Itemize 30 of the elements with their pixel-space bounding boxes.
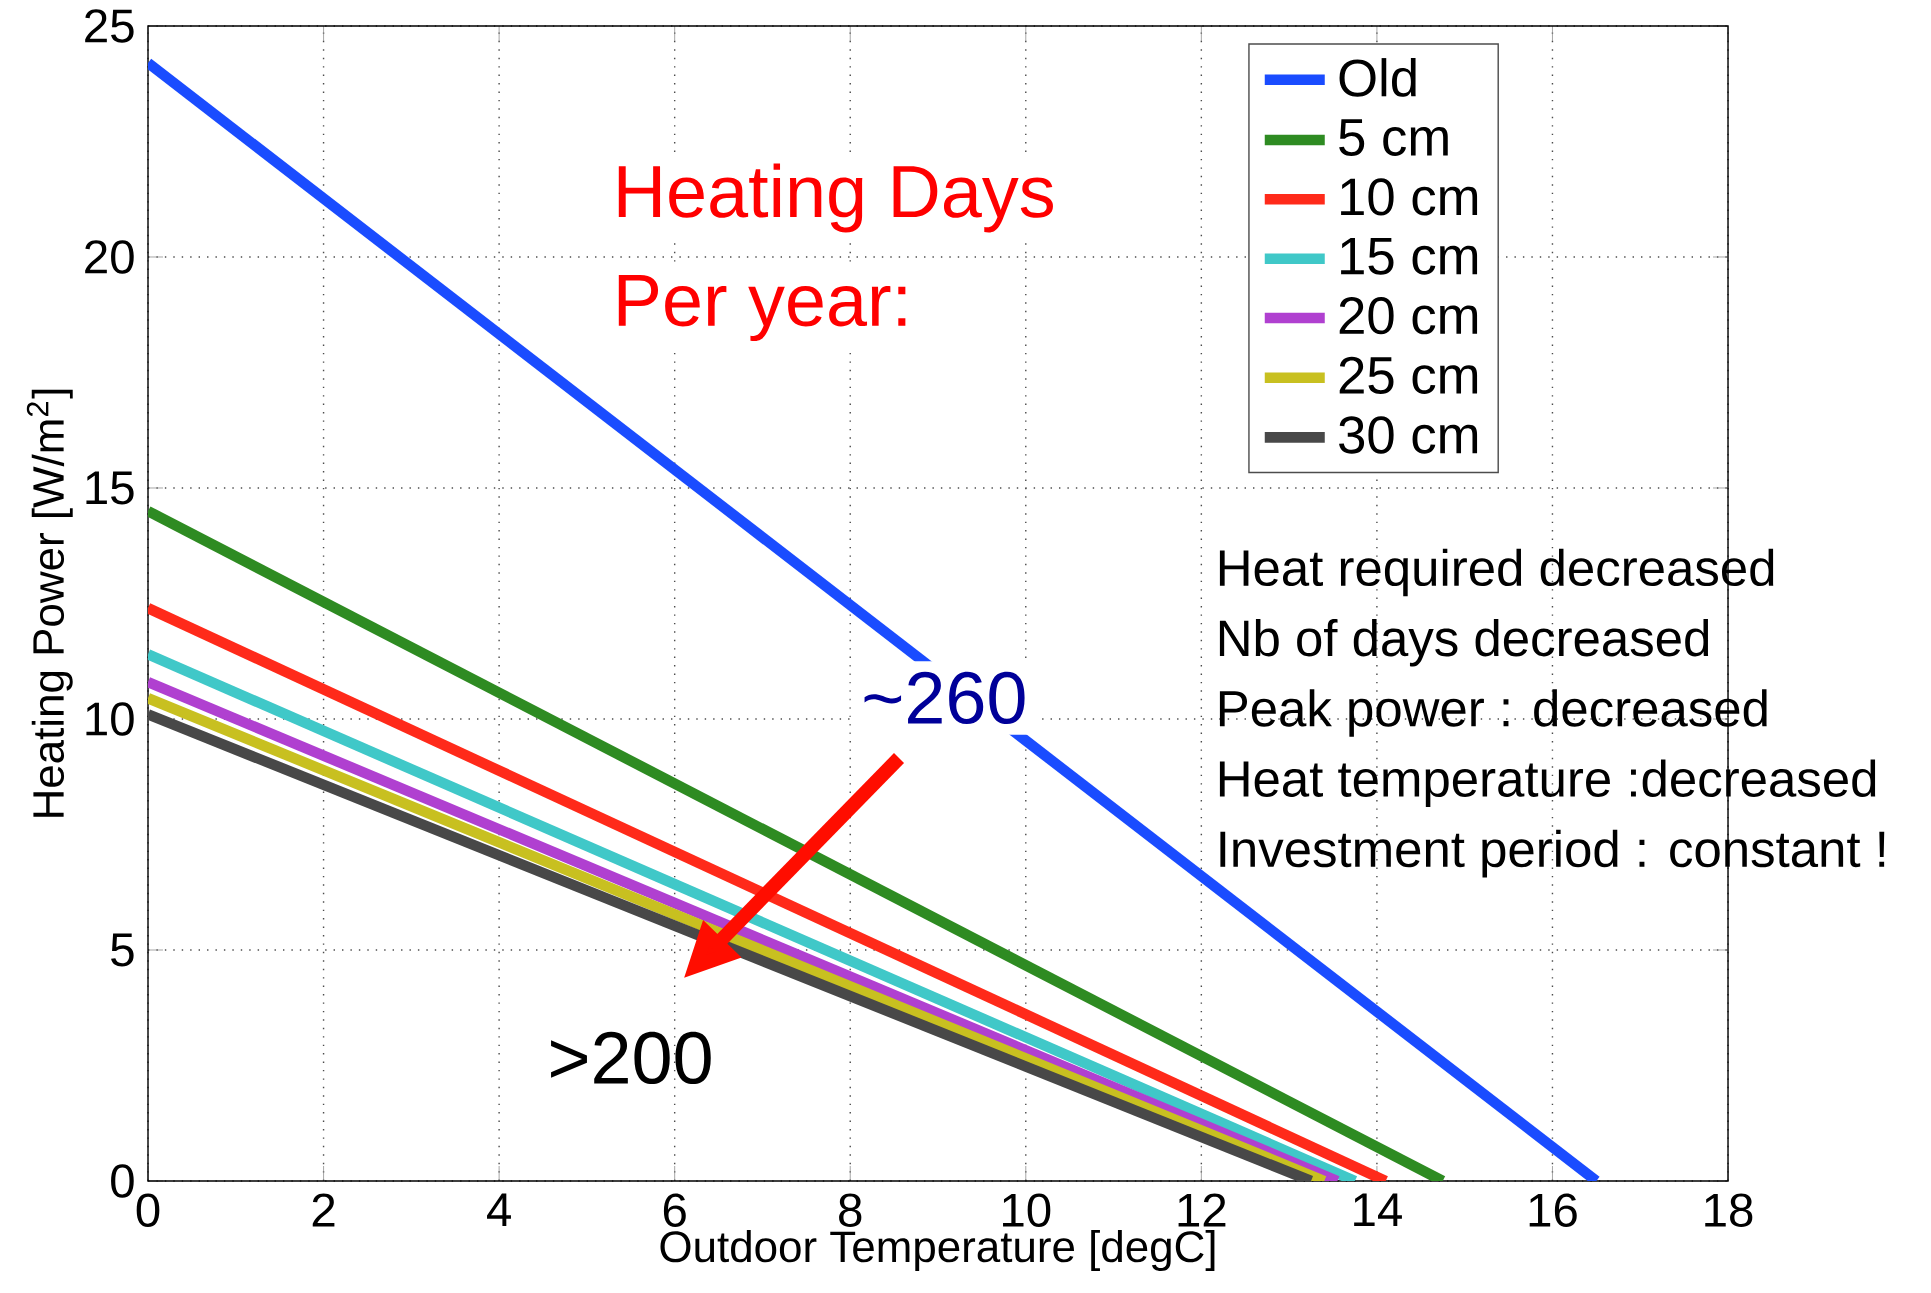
- x-tick-label: 0: [136, 1193, 160, 1227]
- y-tick-label: 25: [85, 9, 134, 43]
- x-tick-label: 10: [1003, 1193, 1051, 1227]
- legend-label: 5 cm: [1339, 119, 1448, 156]
- annotation: Per year:: [618, 274, 906, 342]
- y-tick-label: 20: [85, 240, 134, 274]
- annotation: ~260: [864, 671, 1025, 725]
- legend-label: Old: [1339, 58, 1416, 97]
- x-tick-label: 8: [839, 1193, 862, 1227]
- legend-label: 10 cm: [1341, 178, 1478, 216]
- annotation: Nb of days decreased: [1219, 618, 1709, 667]
- legend-label: 25 cm: [1339, 356, 1478, 394]
- y-tick-label: 0: [111, 1164, 134, 1198]
- y-axis-title: Heating Power [W/m$^{2}$]: [26, 389, 73, 817]
- legend-label: 15 cm: [1341, 237, 1478, 275]
- y-tick-label: 15: [86, 471, 134, 505]
- x-tick-label: 6: [663, 1193, 686, 1227]
- x-tick-label: 4: [487, 1193, 511, 1227]
- x-axis-title: Outdoor Temperature [degC]: [660, 1230, 1215, 1271]
- annotation: Heating Days: [618, 163, 1053, 233]
- y-tick-label: 10: [86, 702, 134, 736]
- x-tick-label: 12: [1178, 1193, 1226, 1227]
- x-tick-label: 14: [1354, 1193, 1402, 1227]
- y-tick-label: 5: [111, 933, 134, 967]
- legend-label: 20 cm: [1339, 297, 1478, 335]
- x-tick-label: 16: [1529, 1193, 1577, 1227]
- legend-label: 30 cm: [1339, 416, 1478, 454]
- x-tick-label: 18: [1705, 1193, 1753, 1227]
- annotation: >200: [551, 1031, 711, 1085]
- x-tick-label: 2: [312, 1193, 335, 1227]
